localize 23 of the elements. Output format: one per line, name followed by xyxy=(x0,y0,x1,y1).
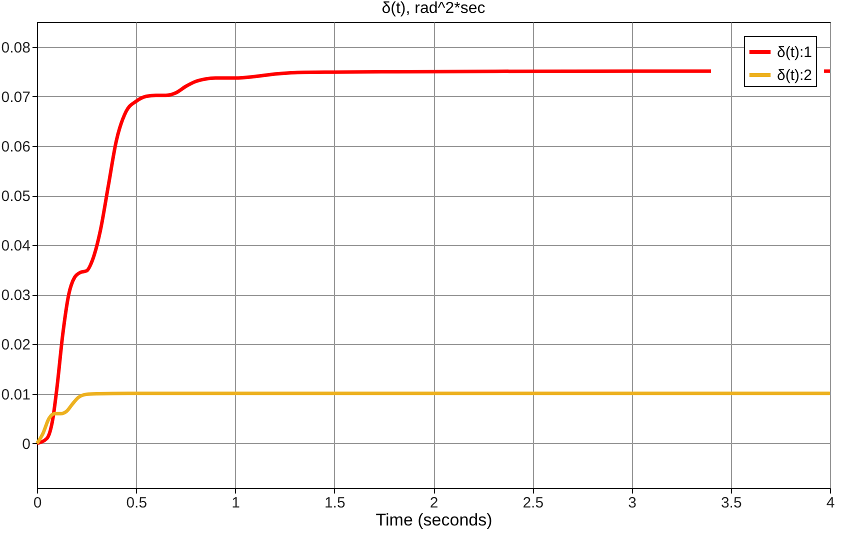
line-series xyxy=(35,392,832,446)
legend-label: δ(t):2 xyxy=(777,67,812,84)
x-tick-label: 3.5 xyxy=(720,494,742,512)
y-tick-label: 0.02 xyxy=(1,336,30,354)
x-tick-label: 2.5 xyxy=(522,494,544,512)
y-tick-label: 0.05 xyxy=(1,188,30,206)
y-tick-label: 0.07 xyxy=(1,88,30,106)
y-tick-label: 0.01 xyxy=(1,386,30,404)
x-tick-label: 0 xyxy=(33,494,42,512)
x-tick-label: 3 xyxy=(628,494,636,512)
y-tick-label: 0.04 xyxy=(1,238,30,255)
y-tick-label: 0 xyxy=(22,436,30,453)
x-tick-label: 0.5 xyxy=(126,494,148,512)
x-axis-title: Time (seconds) xyxy=(376,510,492,530)
x-tick-label: 4 xyxy=(826,494,835,512)
chart-title: δ(t), rad^2*sec xyxy=(382,0,486,17)
y-tick-label: 0.06 xyxy=(1,138,30,156)
y-tick-label: 0.08 xyxy=(1,39,30,56)
legend-label: δ(t):1 xyxy=(777,44,812,61)
x-tick-label: 1 xyxy=(232,494,240,512)
x-tick-label: 2 xyxy=(430,494,438,512)
y-tick-label: 0.03 xyxy=(1,287,30,304)
x-tick-label: 1.5 xyxy=(324,494,346,512)
